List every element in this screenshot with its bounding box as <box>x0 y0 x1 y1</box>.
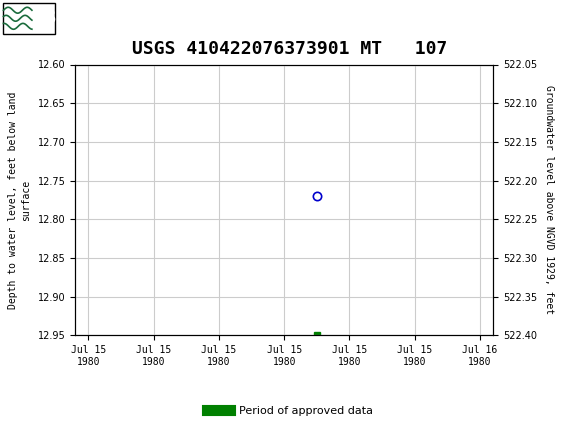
Text: USGS 410422076373901 MT   107: USGS 410422076373901 MT 107 <box>132 40 448 58</box>
Y-axis label: Groundwater level above NGVD 1929, feet: Groundwater level above NGVD 1929, feet <box>544 86 554 314</box>
Legend: Period of approved data: Period of approved data <box>203 401 377 420</box>
Text: USGS: USGS <box>34 11 81 26</box>
FancyBboxPatch shape <box>3 3 55 34</box>
Y-axis label: Depth to water level, feet below land
surface: Depth to water level, feet below land su… <box>8 91 31 309</box>
